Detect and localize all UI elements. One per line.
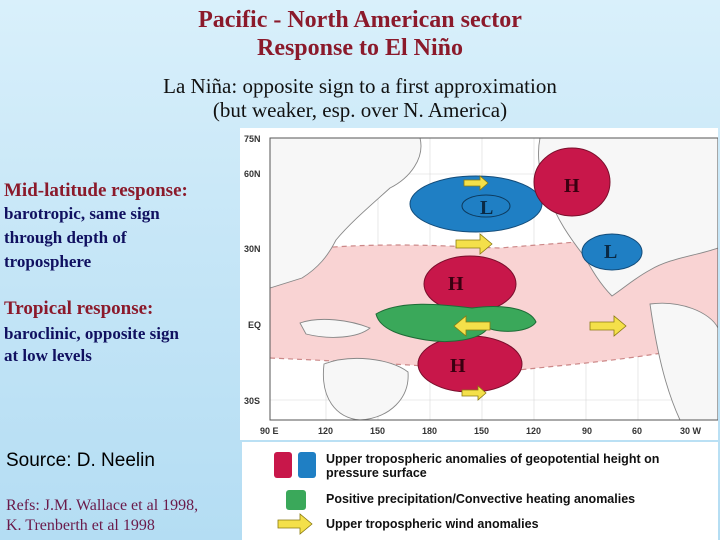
lat-label-30s: 30S	[244, 396, 260, 406]
wind-arrows	[453, 175, 627, 401]
legend-item1-line2: pressure surface	[326, 466, 427, 480]
map-frame	[269, 137, 718, 421]
subtitle-line1: La Niña: opposite sign to a first approx…	[163, 74, 557, 98]
tropical-text-1: baroclinic, opposite sign	[4, 324, 179, 343]
wind-arrow-2	[463, 175, 489, 191]
lon-label-0: 90 E	[260, 426, 279, 436]
pna-response-map: H L L H H 75N 60N 30N EQ 30S 90 E 120 15…	[240, 128, 718, 440]
legend-item-precipitation: Positive precipitation/Convective heatin…	[326, 492, 636, 506]
low-anomaly-north-pacific	[409, 175, 543, 233]
lon-label-1: 120	[318, 426, 333, 436]
lon-label-5: 120	[526, 426, 541, 436]
wind-arrow-4	[589, 315, 627, 337]
lon-label-8: 30 W	[680, 426, 702, 436]
legend-item1-line1: Upper tropospheric anomalies of geopoten…	[326, 452, 660, 466]
label-low-north: L	[480, 197, 493, 219]
midlat-heading: Mid-latitude response:	[4, 180, 188, 201]
label-low-east: L	[604, 241, 617, 263]
tropical-heading: Tropical response:	[4, 298, 154, 319]
label-high-trop-s: H	[450, 355, 466, 377]
legend-swatches	[274, 452, 316, 535]
lat-label-30n: 30N	[244, 244, 261, 254]
legend-item-wind: Upper tropospheric wind anomalies	[326, 517, 539, 531]
references: Refs: J.M. Wallace et al 1998, K. Trenbe…	[6, 496, 198, 536]
lat-label-eq: EQ	[248, 320, 261, 330]
wind-arrow-5	[461, 385, 487, 401]
lon-labels: 90 E 120 150 180 150 120 90 60 30 W	[260, 426, 702, 436]
label-high-nw: H	[564, 175, 580, 197]
lon-label-3: 180	[422, 426, 437, 436]
legend-swatch-wind	[277, 513, 313, 535]
legend-swatch-precip	[286, 490, 306, 510]
lon-label-7: 60	[632, 426, 642, 436]
legend-swatch-low	[298, 452, 316, 478]
midlat-text-2: through depth of	[4, 228, 127, 247]
slide-title-line1: Pacific - North American sector	[198, 7, 522, 33]
lat-label-75n: 75N	[244, 134, 261, 144]
australia-landmass	[322, 358, 409, 421]
asia-landmass	[269, 137, 422, 289]
wind-arrow-1	[455, 233, 493, 255]
maritime-continent	[299, 318, 371, 338]
subtitle-line2: (but weaker, esp. over N. America)	[212, 98, 508, 122]
low-anomaly-inner	[461, 194, 511, 218]
lon-label-6: 90	[582, 426, 592, 436]
high-anomaly-north-america	[533, 147, 611, 217]
lon-label-2: 150	[370, 426, 385, 436]
lon-label-4: 150	[474, 426, 489, 436]
precipitation-anomaly	[375, 303, 537, 342]
tropical-text-2: at low levels	[4, 346, 92, 365]
source-credit: Source: D. Neelin	[6, 450, 155, 471]
high-anomaly-tropical-north	[423, 255, 517, 313]
midlat-text-3: troposphere	[4, 252, 92, 271]
refs-line-1: Refs: J.M. Wallace et al 1998,	[6, 497, 199, 514]
label-high-trop-n: H	[448, 273, 464, 295]
midlat-text-1: barotropic, same sign	[4, 204, 160, 223]
lat-label-60n: 60N	[244, 169, 261, 179]
low-anomaly-southeast-us	[581, 233, 643, 271]
slide-title-line2: Response to El Niño	[256, 35, 464, 61]
legend-swatch-high	[274, 452, 292, 478]
lat-labels: 75N 60N 30N EQ 30S	[244, 134, 261, 406]
legend-item-geopotential: Upper tropospheric anomalies of geopoten…	[326, 452, 659, 480]
wind-arrow-3	[453, 315, 491, 337]
high-anomaly-tropical-south	[417, 335, 523, 393]
refs-line-2: K. Trenberth et al 1998	[6, 517, 155, 534]
map-legend: Upper tropospheric anomalies of geopoten…	[242, 442, 718, 540]
